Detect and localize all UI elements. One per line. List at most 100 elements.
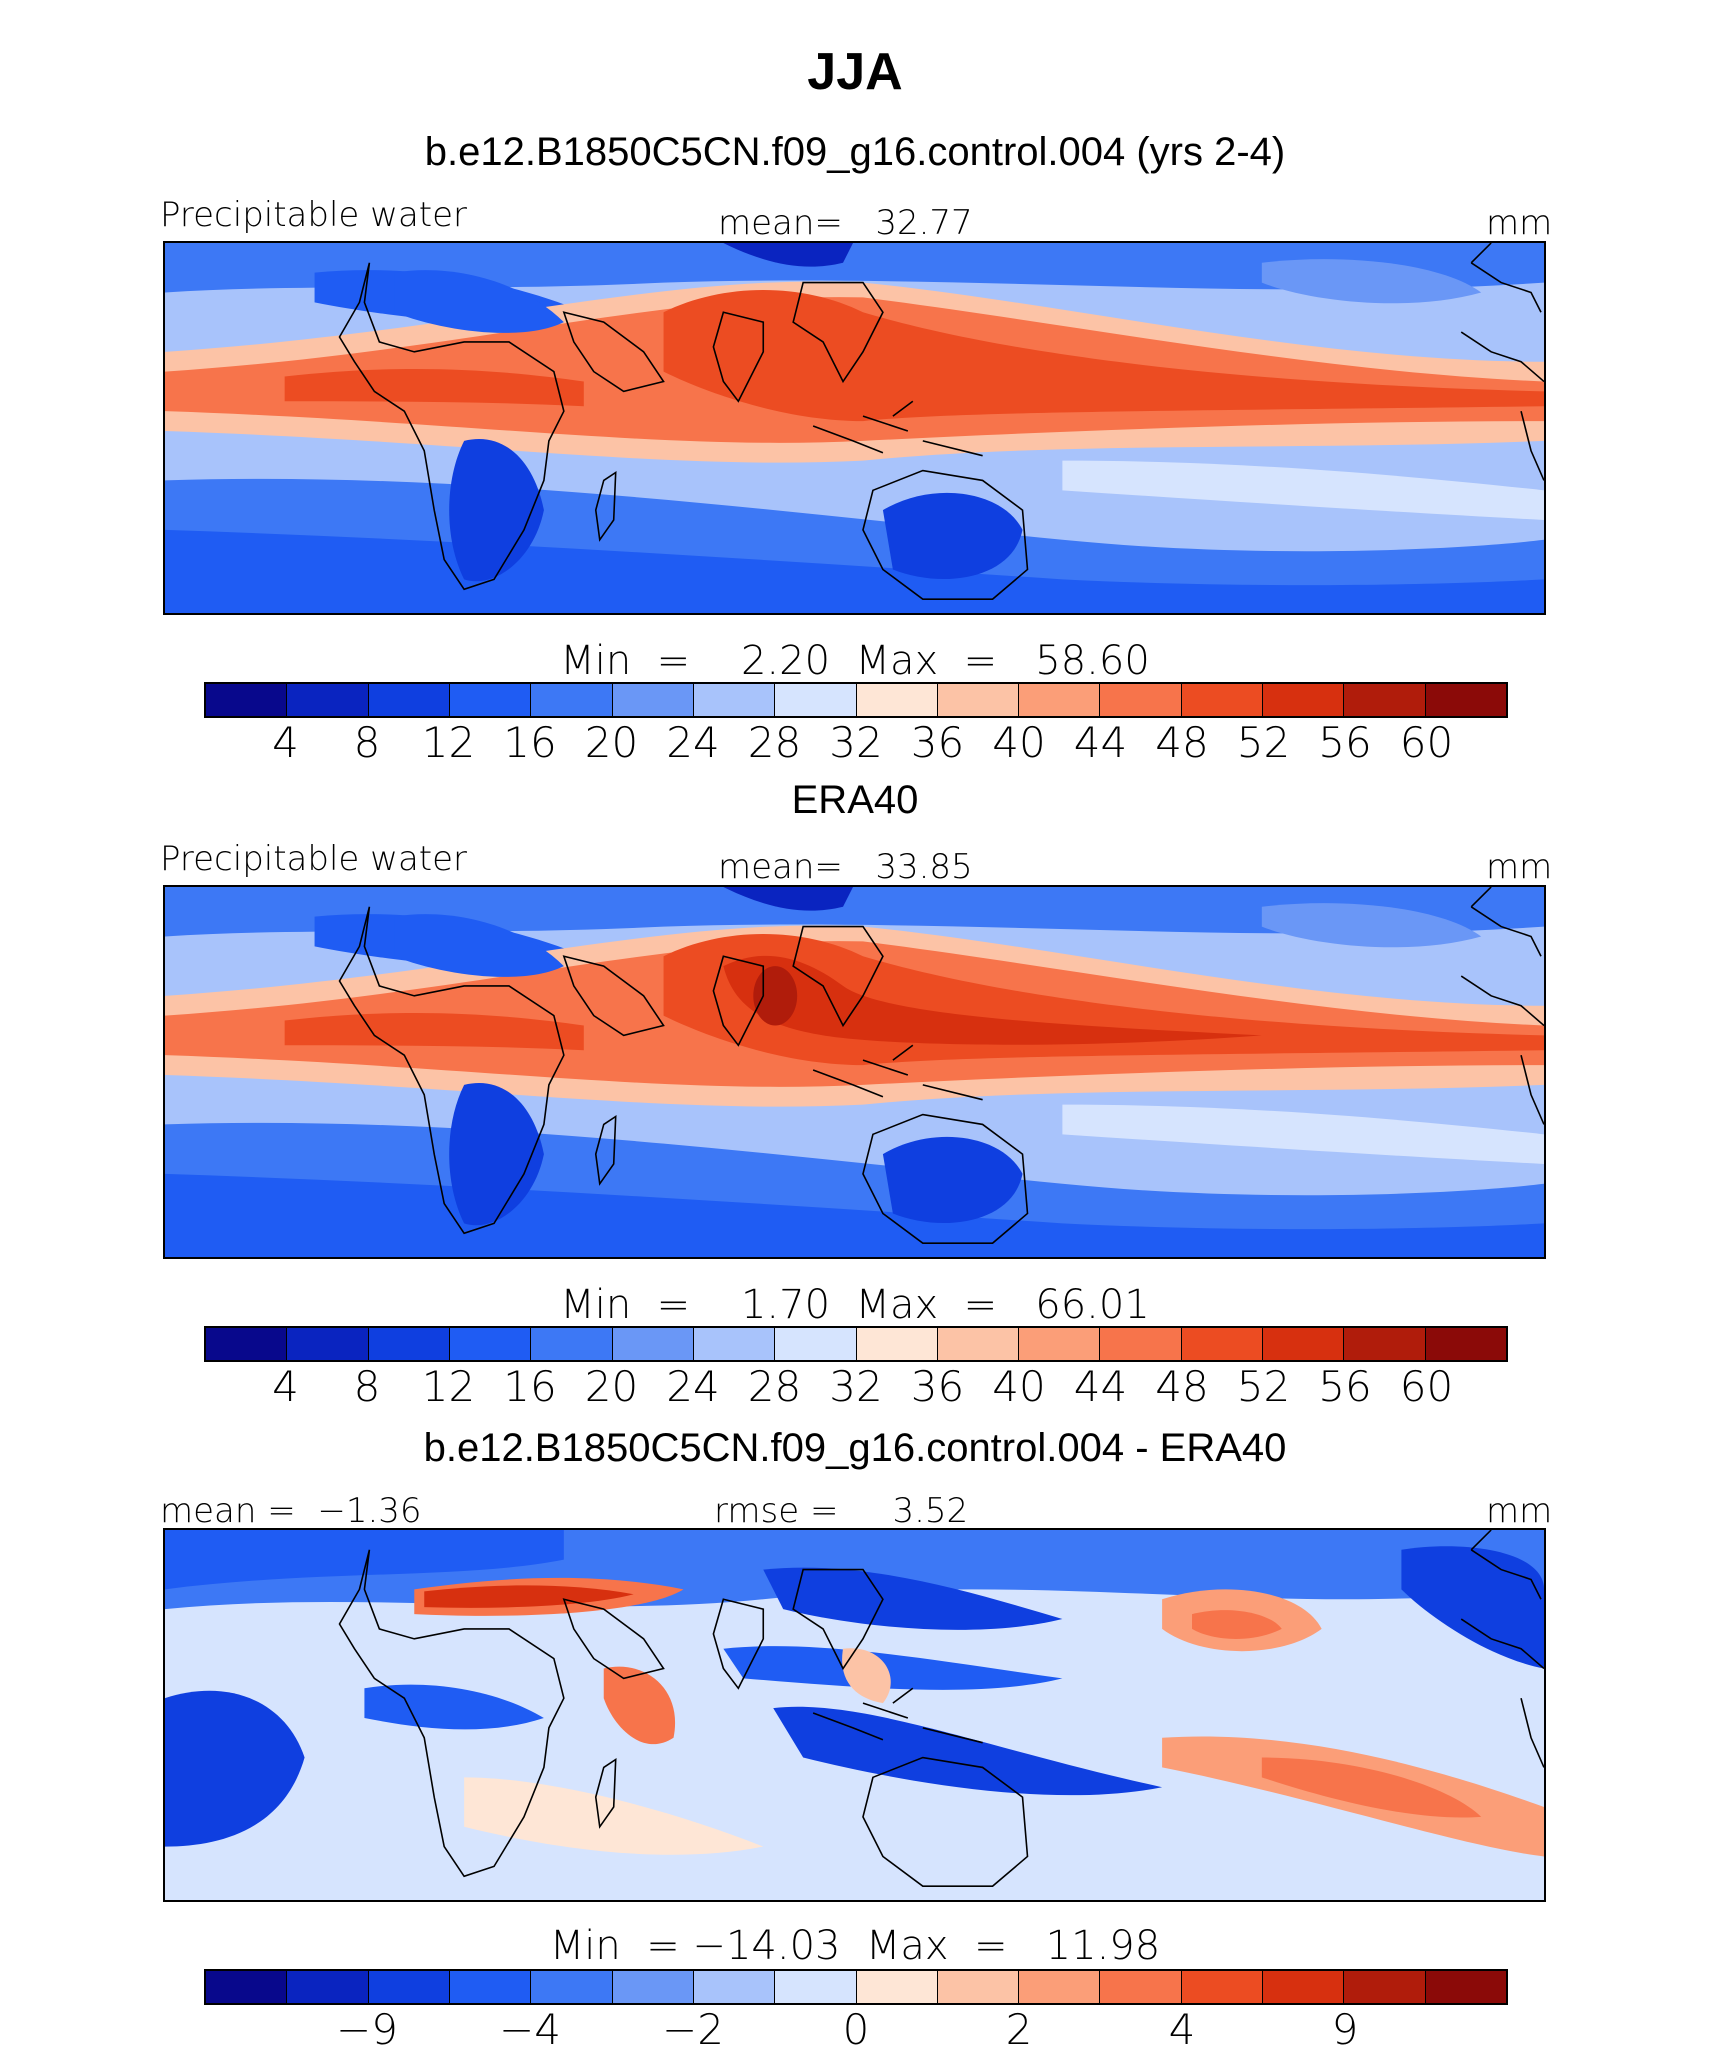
colorbar-swatch xyxy=(368,1971,450,2003)
contour-region xyxy=(165,243,1544,293)
colorbar-swatch xyxy=(1425,1971,1506,2003)
colorbar-swatch xyxy=(1100,684,1182,716)
panel-3-minmax: Min = −14.03 Max = 11.98 xyxy=(549,1923,1161,1969)
colorbar-swatch xyxy=(1019,1328,1101,1360)
colorbar-swatch xyxy=(693,1328,776,1360)
panel-3-title: b.e12.B1850C5CN.f09_g16.control.004 - ER… xyxy=(423,1426,1287,1470)
colorbar-tick-label: 60 xyxy=(1399,718,1454,767)
colorbar-swatch xyxy=(287,1328,369,1360)
contour-region xyxy=(1261,1757,1482,1818)
colorbar-swatch xyxy=(1263,684,1345,716)
colorbar-tick-label: 8 xyxy=(353,1362,381,1411)
colorbar-swatch xyxy=(1344,684,1426,716)
colorbar-swatch xyxy=(1263,1328,1345,1360)
contour-region xyxy=(449,1082,544,1226)
colorbar-tick-label: 60 xyxy=(1399,1362,1454,1411)
contour-region xyxy=(464,1777,764,1855)
panel-3-colorbar xyxy=(204,1969,1508,2005)
colorbar-swatch xyxy=(368,684,450,716)
colorbar-swatch xyxy=(937,684,1020,716)
colorbar-swatch xyxy=(1263,1971,1345,2003)
coastlines xyxy=(338,1530,1544,1887)
colorbar-swatch xyxy=(612,1328,694,1360)
panel-2-mean-label: mean= 33.85 xyxy=(718,847,973,887)
contour-region xyxy=(165,1530,564,1590)
colorbar-swatch xyxy=(856,1971,938,2003)
contour-region xyxy=(1261,903,1482,948)
contour-region xyxy=(394,914,564,977)
contour-region xyxy=(723,243,854,267)
colorbar-tick-label: 44 xyxy=(1073,1362,1128,1411)
contour-region xyxy=(1401,1546,1544,1669)
colorbar-tick-label: 4 xyxy=(1168,2005,1196,2054)
colorbar-swatch xyxy=(693,684,776,716)
panel-2-title: ERA40 xyxy=(791,778,919,822)
contour-region xyxy=(394,270,564,333)
panel-2-map xyxy=(163,885,1546,1259)
colorbar-swatch xyxy=(1344,1971,1426,2003)
colorbar-tick-label: 48 xyxy=(1155,1362,1209,1411)
colorbar-swatch xyxy=(1019,684,1101,716)
contour-region xyxy=(1062,460,1544,521)
panel-1-variable-label: Precipitable water xyxy=(160,195,468,235)
colorbar-swatch xyxy=(775,1328,857,1360)
coastlines xyxy=(338,887,1544,1244)
colorbar-tick-label: 52 xyxy=(1236,1362,1291,1411)
colorbar-swatch xyxy=(1181,1971,1264,2003)
colorbar-swatch xyxy=(856,1328,938,1360)
colorbar-tick-label: 16 xyxy=(503,718,557,767)
contour-region xyxy=(773,1706,1163,1796)
colorbar-tick-label: 32 xyxy=(829,1362,883,1411)
panel-1-colorbar xyxy=(204,682,1508,718)
contour-region xyxy=(723,887,854,911)
colorbar-tick-label: 40 xyxy=(992,1362,1046,1411)
contour-region xyxy=(753,966,798,1026)
colorbar-swatch xyxy=(287,1971,369,2003)
contour-region xyxy=(1261,259,1482,304)
colorbar-swatch xyxy=(856,684,938,716)
panel-1-minmax: Min = 2.20 Max = 58.60 xyxy=(560,638,1150,684)
colorbar-swatch xyxy=(1425,684,1506,716)
colorbar-swatch xyxy=(1100,1328,1182,1360)
colorbar-tick-label: 2 xyxy=(1005,2005,1033,2054)
colorbar-tick-label: 8 xyxy=(353,718,381,767)
colorbar-tick-label: 28 xyxy=(747,1362,802,1411)
colorbar-swatch xyxy=(1181,684,1264,716)
colorbar-tick-label: 20 xyxy=(584,718,639,767)
colorbar-swatch xyxy=(531,1971,613,2003)
colorbar-swatch xyxy=(449,684,532,716)
coastlines xyxy=(338,243,1544,600)
colorbar-tick-label: 0 xyxy=(842,2005,870,2054)
colorbar-swatch xyxy=(937,1328,1020,1360)
colorbar-swatch xyxy=(1100,1971,1182,2003)
colorbar-tick-label: 56 xyxy=(1318,1362,1372,1411)
colorbar-swatch xyxy=(693,1971,776,2003)
colorbar-swatch xyxy=(1181,1328,1264,1360)
contour-region xyxy=(723,1646,1063,1690)
colorbar-tick-label: 24 xyxy=(666,718,720,767)
colorbar-swatch xyxy=(1425,1328,1506,1360)
colorbar-swatch xyxy=(449,1971,532,2003)
contour-region xyxy=(165,1690,305,1847)
colorbar-tick-label: 48 xyxy=(1155,718,1209,767)
colorbar-swatch xyxy=(937,1971,1020,2003)
contour-region xyxy=(603,1666,676,1745)
panel-1-mean-label: mean= 32.77 xyxy=(718,203,973,243)
panel-2-variable-label: Precipitable water xyxy=(160,839,468,879)
contour-region xyxy=(449,438,544,582)
contour-region xyxy=(165,887,1544,937)
colorbar-swatch xyxy=(368,1328,450,1360)
colorbar-tick-label: −4 xyxy=(499,2005,561,2054)
colorbar-tick-label: 4 xyxy=(272,1362,299,1411)
panel-1-units-label: mm xyxy=(1486,203,1553,243)
colorbar-swatch xyxy=(449,1328,532,1360)
colorbar-tick-label: 12 xyxy=(421,718,476,767)
colorbar-tick-label: 9 xyxy=(1331,2005,1359,2054)
colorbar-swatch xyxy=(531,1328,613,1360)
contour-region xyxy=(284,368,584,407)
colorbar-swatch xyxy=(612,1971,694,2003)
panel-3-mean-label: mean = −1.36 xyxy=(160,1491,422,1531)
colorbar-tick-label: 56 xyxy=(1318,718,1372,767)
contour-region xyxy=(1192,1610,1282,1639)
panel-3-units-label: mm xyxy=(1486,1491,1553,1531)
